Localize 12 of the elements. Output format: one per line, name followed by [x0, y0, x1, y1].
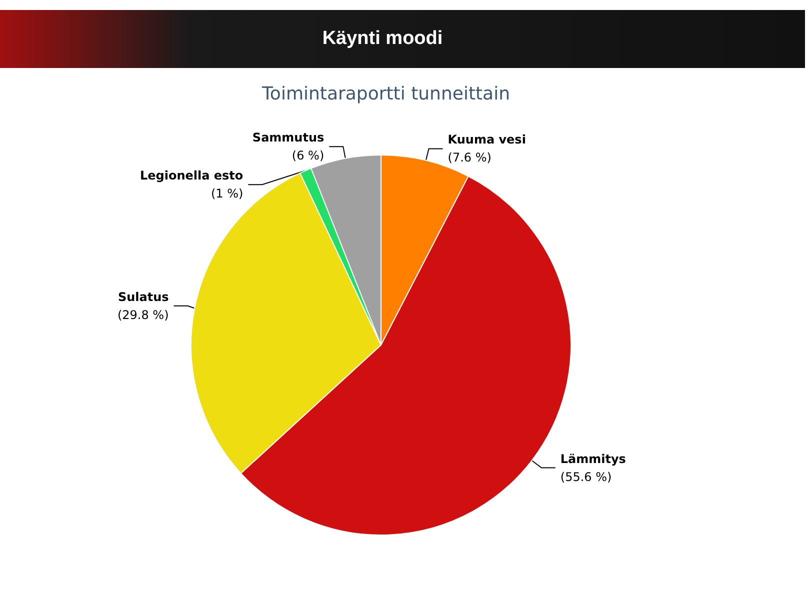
- chart-title: Käynti moodi: [322, 28, 443, 50]
- data-label: (29.8 %): [117, 308, 169, 322]
- slice-label: Kuuma vesi: [448, 132, 526, 147]
- data-label: (55.6 %): [560, 470, 612, 484]
- slice-label: Sammutus: [252, 130, 324, 145]
- slice-label: Legionella esto: [140, 168, 244, 183]
- data-label: (7.6 %): [448, 150, 492, 165]
- data-label: (1 %): [210, 186, 244, 201]
- data-label: (6 %): [292, 148, 324, 163]
- slice-label: Lämmitys: [560, 452, 626, 466]
- slice-label: Sulatus: [118, 290, 169, 304]
- chart-subtitle: Toimintaraportti tunneittain: [260, 84, 510, 104]
